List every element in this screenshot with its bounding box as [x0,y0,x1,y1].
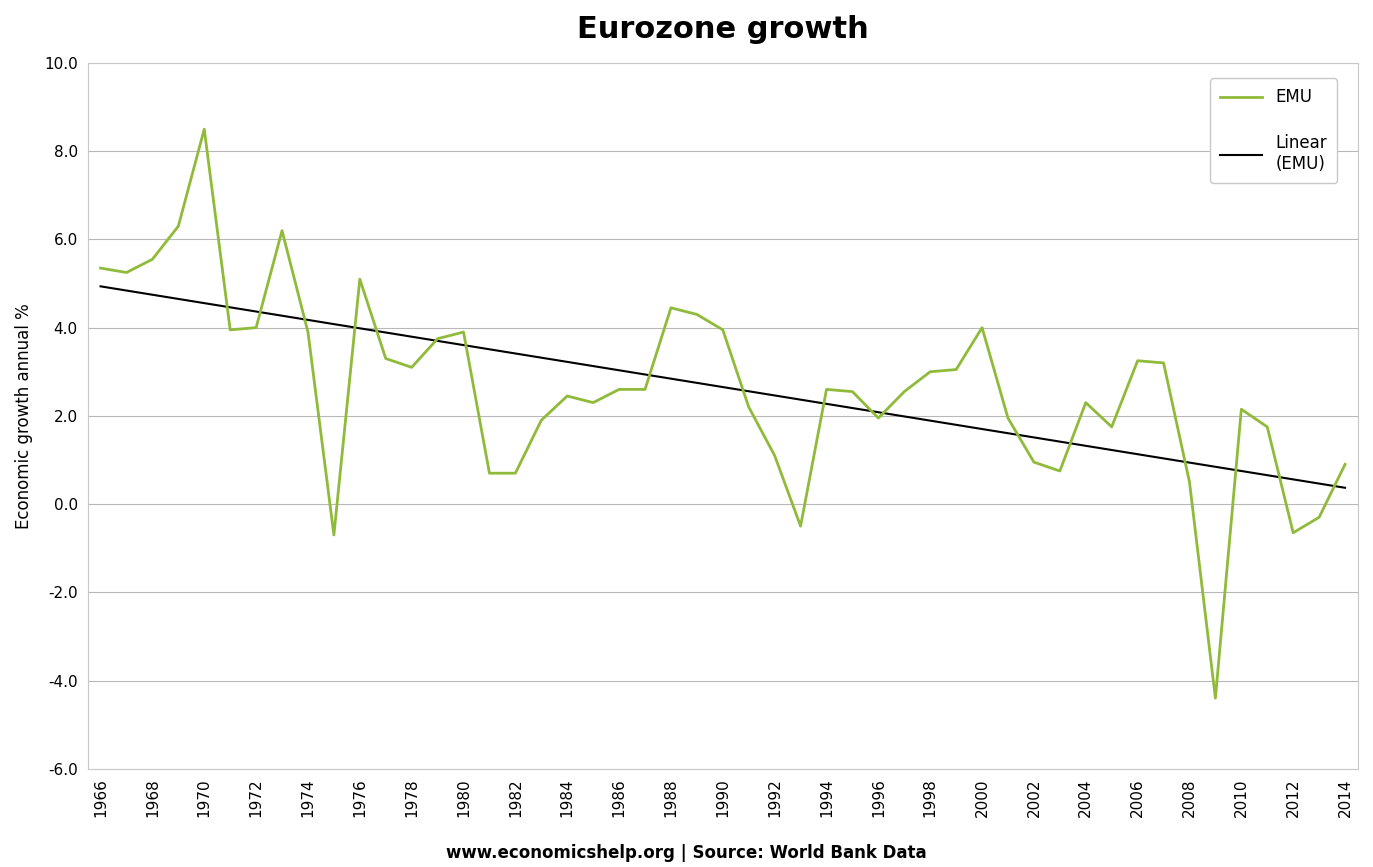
Legend: EMU, , Linear
(EMU): EMU, , Linear (EMU) [1211,78,1337,183]
Y-axis label: Economic growth annual %: Economic growth annual % [15,303,33,529]
Title: Eurozone growth: Eurozone growth [577,15,869,44]
Text: www.economicshelp.org | Source: World Bank Data: www.economicshelp.org | Source: World Ba… [446,844,927,863]
